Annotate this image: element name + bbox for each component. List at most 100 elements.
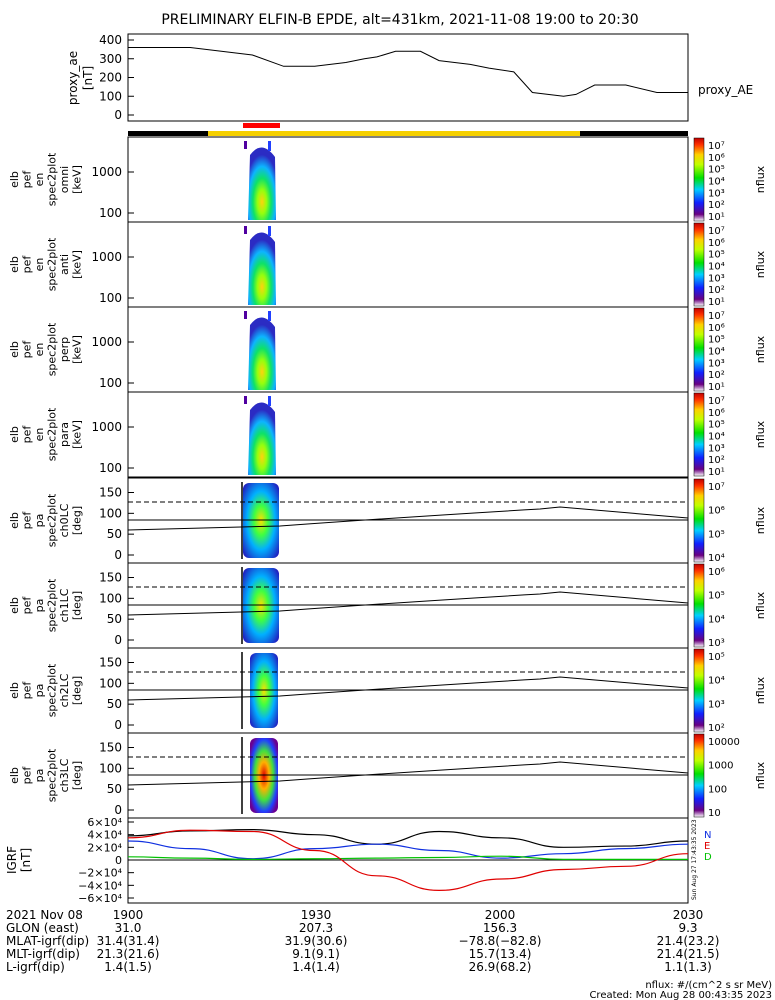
colorbar-tick-label: 10⁶ bbox=[708, 506, 725, 517]
orbit-bar-black-right bbox=[580, 131, 688, 136]
spec-panel-ylabel: pa bbox=[33, 599, 46, 613]
spectrogram-panels: elb pef en spec2plot omni [keV] 100010010⁷10⁶1… bbox=[8, 136, 767, 819]
footer-value: 1.4(1.4) bbox=[292, 960, 340, 974]
igrf-legend-n: N bbox=[704, 830, 711, 841]
spec-panel-ylabel: perp bbox=[58, 337, 71, 362]
colorbar-tick-label: 10¹ bbox=[708, 297, 725, 308]
spec-panel-ylabel: pef bbox=[21, 511, 34, 530]
igrf-legend-e: E bbox=[704, 841, 710, 852]
footer-value: 2030 bbox=[673, 908, 704, 922]
igrf-tick-label: −4×10⁴ bbox=[78, 879, 122, 892]
spec-panel-8: elb pef pa spec2plot ch3LC [deg] 150 100 50 0 1000… bbox=[8, 732, 767, 819]
colorbar bbox=[693, 392, 705, 477]
spec-panel-frame bbox=[127, 136, 689, 223]
footer-value: 207.3 bbox=[299, 921, 333, 935]
spec-panel-tick-label: 100 bbox=[99, 506, 122, 520]
footer-value: 1.1(1.3) bbox=[664, 960, 712, 974]
spec-panel-frame bbox=[127, 391, 689, 478]
colorbar-tick-label: 10⁵ bbox=[708, 335, 725, 346]
colorbar-tick-label: 10¹ bbox=[708, 382, 725, 393]
spec-panel-ylabel: para bbox=[58, 422, 71, 447]
spec-panel-tick-label: 150 bbox=[99, 486, 122, 500]
colorbar-tick-label: 1000 bbox=[708, 761, 733, 772]
spectrogram-noise-mark bbox=[244, 226, 247, 234]
created-note: Created: Mon Aug 28 00:43:35 2023 bbox=[589, 990, 772, 1000]
spec-panel-tick-label: 0 bbox=[114, 803, 122, 817]
spec-panel-ylabel: pef bbox=[21, 425, 34, 444]
footer-value: 21.3(21.6) bbox=[97, 947, 160, 961]
colorbar-tick-label: 10⁷ bbox=[708, 396, 725, 407]
colorbar-tick-label: 10² bbox=[708, 200, 725, 211]
colorbar bbox=[693, 137, 705, 222]
spec-panel-ylabel: spec2plot bbox=[46, 407, 59, 461]
colorbar-tick-label: 10³ bbox=[708, 443, 725, 454]
colorbar-tick-label: 10⁵ bbox=[708, 165, 725, 176]
spec-panel-tick-label: 150 bbox=[99, 656, 122, 670]
spec-panel-ylabel: pef bbox=[21, 340, 34, 359]
proxy-ae-frame bbox=[127, 33, 689, 122]
spec-panel-tick-label: 1000 bbox=[91, 250, 122, 264]
spec-panel-tick-label: 50 bbox=[107, 782, 122, 796]
spec-panel-ylabel: [deg] bbox=[71, 506, 84, 535]
spec-panel-ylabel: en bbox=[33, 173, 46, 187]
spec-panel-5: elb pef pa spec2plot ch0LC [deg] 150 100 50 0 10⁷ 1… bbox=[8, 477, 767, 564]
spec-panel-ylabel: spec2plot bbox=[46, 578, 59, 632]
spec-panel-6: elb pef pa spec2plot ch1LC [deg] 150 100 50 0 10⁶ 1… bbox=[8, 562, 767, 649]
colorbar-tick-label: 10² bbox=[708, 723, 725, 734]
spec-panel-ylabel: [deg] bbox=[71, 591, 84, 620]
spec-panel-ylabel: spec2plot bbox=[46, 748, 59, 802]
colorbar bbox=[693, 222, 705, 307]
footer-value: 26.9(68.2) bbox=[469, 960, 532, 974]
spec-panel-ylabel: elb bbox=[8, 682, 21, 699]
orbit-bar bbox=[128, 123, 688, 136]
spec-panel-tick-label: 50 bbox=[107, 527, 122, 541]
colorbar-tick-label: 10⁵ bbox=[708, 529, 725, 540]
spec-panel-ylabel: [deg] bbox=[71, 676, 84, 705]
igrf-legend-d: D bbox=[704, 852, 712, 863]
spectrogram-noise-mark bbox=[268, 226, 271, 236]
colorbar-tick-label: 10⁶ bbox=[708, 323, 725, 334]
footer-value: 2000 bbox=[485, 908, 516, 922]
spec-panel-ylabel: spec2plot bbox=[46, 322, 59, 376]
footer-value: 9.3 bbox=[678, 921, 697, 935]
colorbar-tick-label: 10⁵ bbox=[708, 250, 725, 261]
spec-panel-tick-label: 0 bbox=[114, 548, 122, 562]
spectrogram-noise-mark bbox=[244, 311, 247, 319]
spec-panel-tick-label: 1000 bbox=[91, 165, 122, 179]
spectrogram-noise-mark bbox=[268, 396, 271, 406]
footer-value: 21.4(21.5) bbox=[657, 947, 720, 961]
spec-panel-ylabel: elb bbox=[8, 171, 21, 188]
spec-panel-tick-label: 0 bbox=[114, 633, 122, 647]
spectrogram-flux-region bbox=[248, 147, 276, 220]
igrf-ylabel: IGRF bbox=[5, 846, 19, 874]
spec-panel-ylabel: ch0LC bbox=[58, 503, 71, 537]
colorbar-tick-label: 10⁴ bbox=[708, 347, 725, 358]
proxy-ae-ylabel: proxy_ae bbox=[66, 51, 80, 105]
spec-panel-ylabel: omni bbox=[58, 166, 71, 193]
proxy-ae-legend: proxy_AE bbox=[698, 83, 753, 97]
proxy-ae-yunit: [nT] bbox=[81, 66, 95, 90]
spec-panel-tick-label: 100 bbox=[99, 461, 122, 475]
spectrogram-flux-region bbox=[248, 317, 276, 390]
spec-panel-tick-label: 0 bbox=[114, 718, 122, 732]
spec-panel-4: elb pef en spec2plot para [keV] 100010010⁷10⁶1… bbox=[8, 391, 767, 478]
proxy-ae-tick-label: 0 bbox=[114, 108, 122, 122]
proxy-ae-tick-label: 200 bbox=[99, 71, 122, 85]
spec-panel-ylabel: pef bbox=[21, 170, 34, 189]
spectrogram-flux-region bbox=[248, 402, 276, 475]
colorbar-tick-label: 10³ bbox=[708, 273, 725, 284]
proxy-ae-ticks: 400 300 200 100 0 bbox=[99, 33, 134, 122]
loss-cone-curve bbox=[127, 761, 689, 786]
spec-panel-ylabel: elb bbox=[8, 767, 21, 784]
colorbar-tick-label: 10⁴ bbox=[708, 614, 725, 625]
colorbar bbox=[693, 478, 705, 563]
spec-panel-ylabel: elb bbox=[8, 256, 21, 273]
spec-panel-tick-label: 150 bbox=[99, 741, 122, 755]
orbit-footer: 2021 Nov 08 1900 1930 2000 2030 GLON (east) 31… bbox=[6, 908, 719, 974]
colorbar-tick-label: 10⁶ bbox=[708, 238, 725, 249]
spec-panel-tick-label: 1000 bbox=[91, 335, 122, 349]
spec-panel-ylabel: pef bbox=[21, 255, 34, 274]
spectrogram-noise-mark bbox=[244, 396, 247, 404]
colorbar-tick-label: 10⁴ bbox=[708, 432, 725, 443]
